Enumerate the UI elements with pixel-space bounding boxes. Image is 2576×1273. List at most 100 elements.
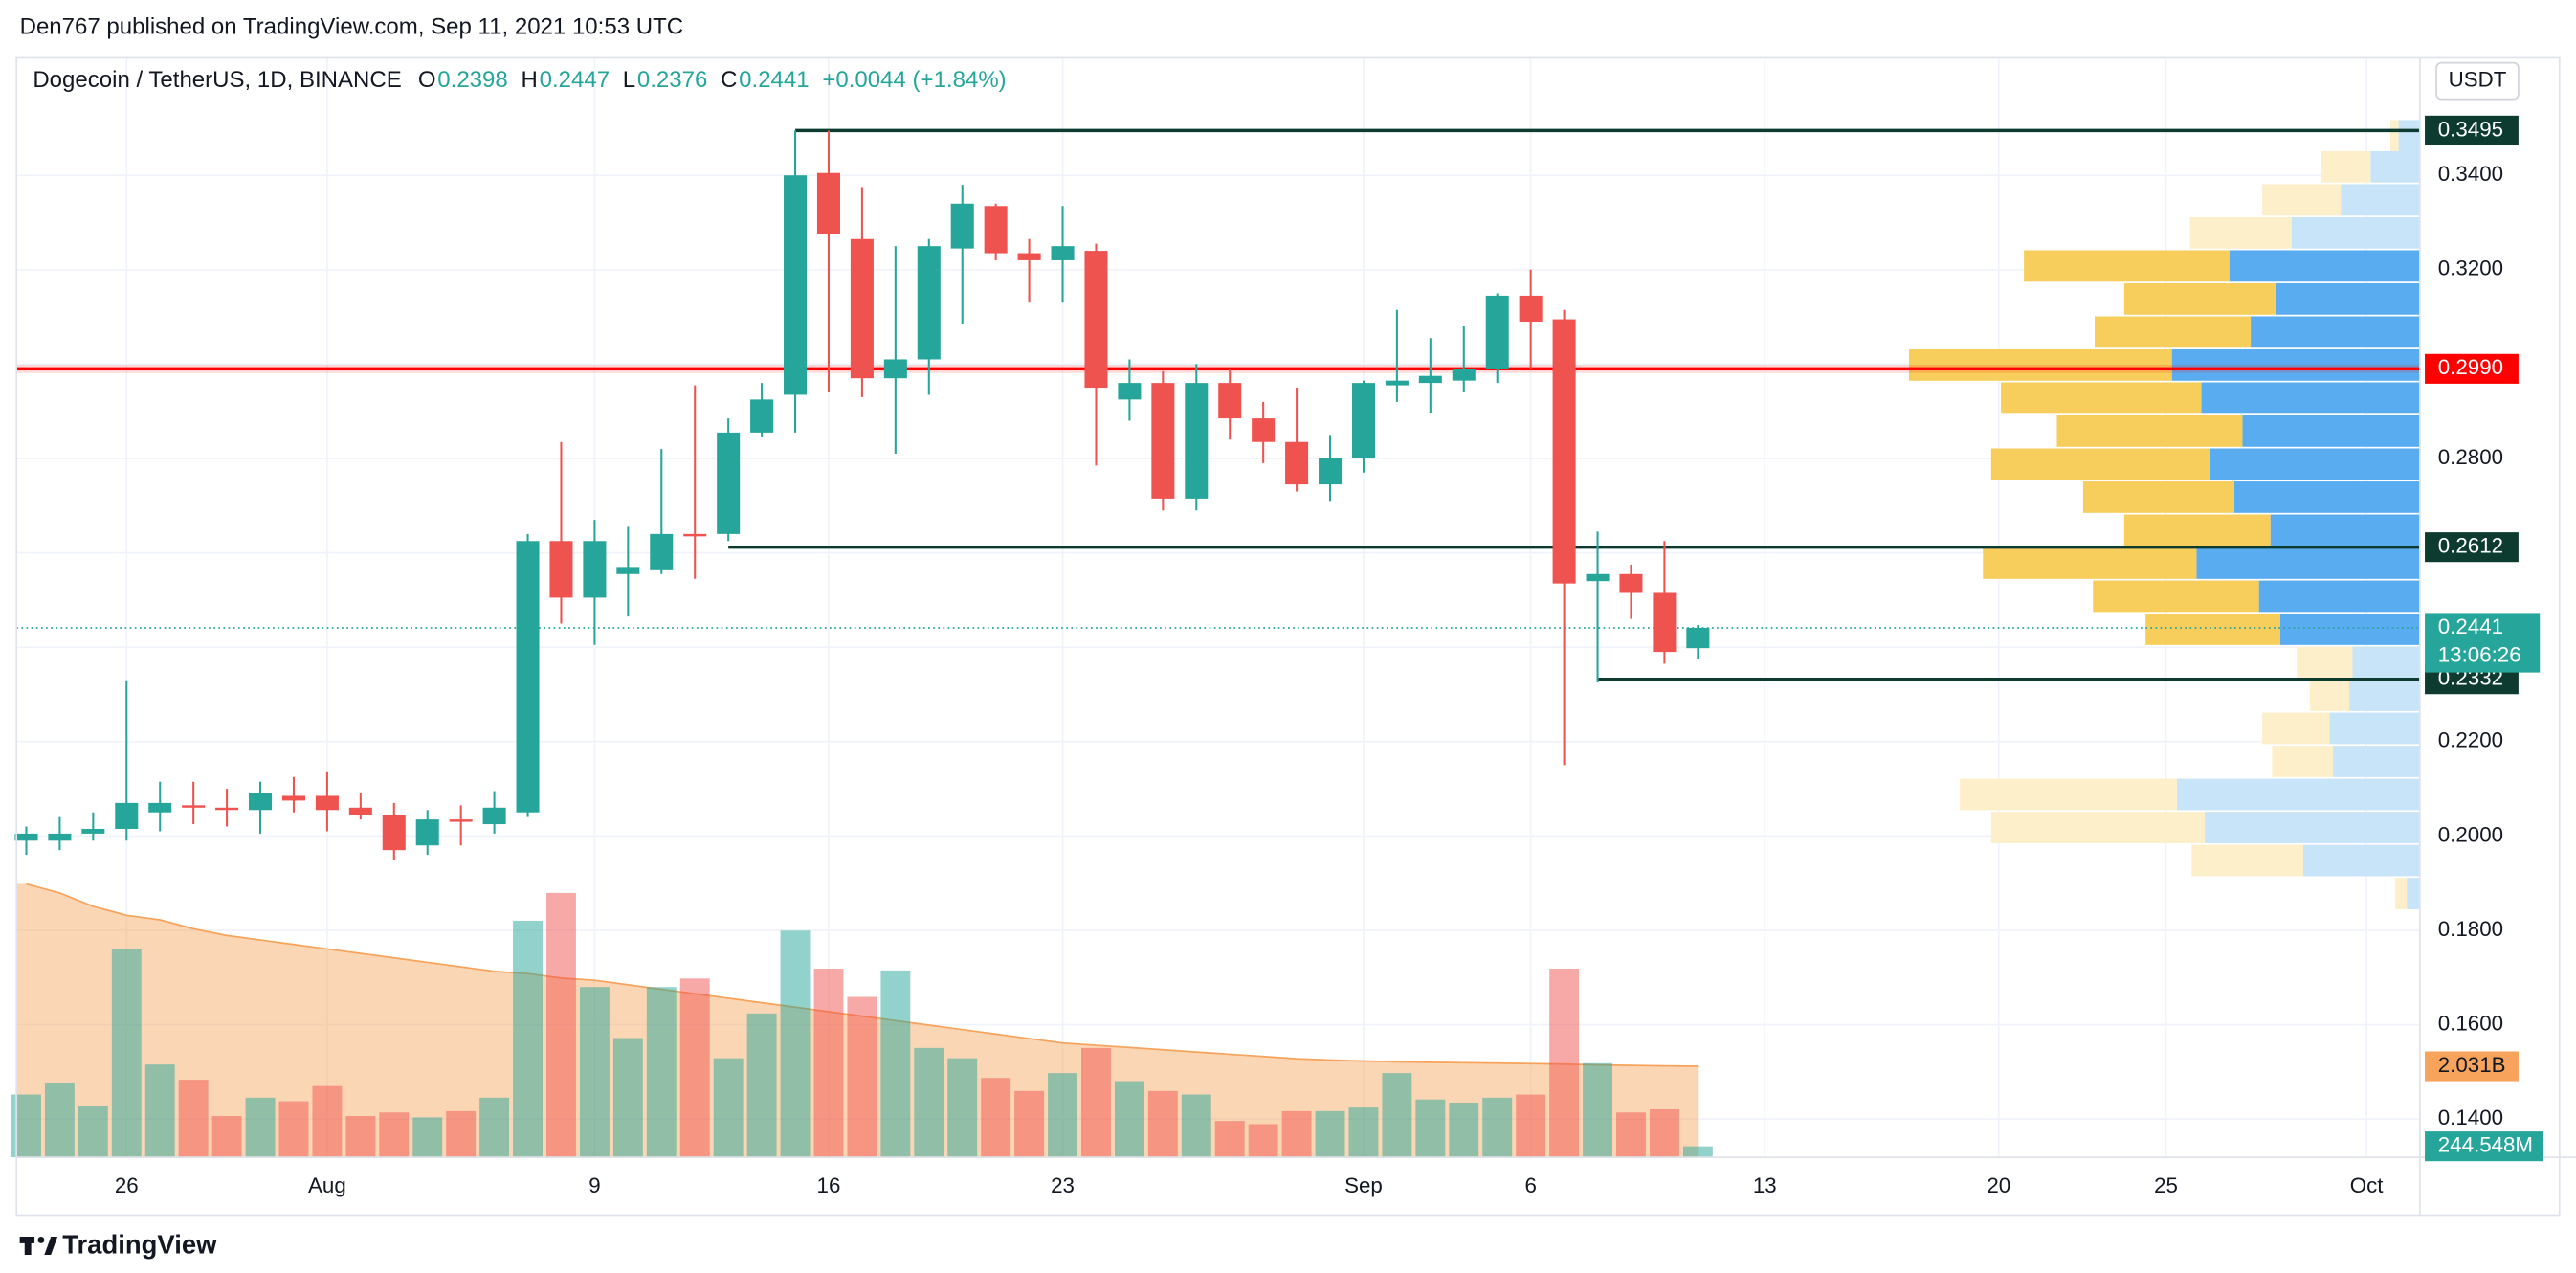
ohlc-value: 0.2447 [540, 67, 610, 93]
volume-bar [1616, 1112, 1646, 1158]
profile-up [2275, 282, 2420, 315]
candle-body [883, 359, 907, 379]
frame [15, 56, 2561, 1217]
profile-down [2145, 614, 2280, 645]
profile-up [2352, 646, 2420, 679]
candle-body [14, 833, 38, 841]
volume-bar [914, 1047, 944, 1158]
profile-up [2229, 250, 2420, 282]
logo-part [24, 1237, 32, 1255]
candle-body [1218, 383, 1242, 419]
x-tick-label: 26 [115, 1173, 139, 1197]
volume-bar [679, 978, 710, 1158]
candle-body [784, 175, 808, 395]
volume-bar [1181, 1094, 1211, 1158]
profile-up [2201, 382, 2420, 414]
profile-down [2272, 746, 2333, 777]
candle-body [583, 541, 607, 598]
x-tick-label: 9 [588, 1173, 600, 1197]
candle-body [1586, 573, 1610, 582]
volume-bar [1516, 1094, 1546, 1158]
candle-body [1552, 319, 1576, 584]
profile-up [2176, 778, 2420, 811]
volume-bar [312, 1085, 343, 1158]
brand-logo [19, 1237, 58, 1255]
y-tick-label: 0.2000 [2438, 822, 2503, 846]
profile-up [2270, 514, 2420, 547]
profile-down [2321, 150, 2371, 183]
volume-bar [144, 1064, 175, 1158]
profile-down [1990, 812, 2205, 843]
profile-down [2082, 481, 2234, 513]
profile-down [2094, 316, 2252, 348]
candle-body [48, 833, 72, 841]
candles [14, 130, 1710, 860]
volume-bar [1315, 1110, 1345, 1158]
candle-body [1084, 251, 1108, 389]
candle-body [1686, 627, 1710, 649]
x-tick-label: 6 [1524, 1173, 1536, 1197]
profile-up [2349, 680, 2420, 711]
volume-bar [1281, 1110, 1312, 1158]
candle-body [1017, 253, 1041, 260]
volume-bar [513, 920, 543, 1158]
volume-bar [278, 1101, 309, 1158]
candle-body [1619, 573, 1643, 593]
x-tick-label: 23 [1051, 1173, 1075, 1197]
volume-bar [880, 970, 911, 1158]
countdown: 13:06:26 [2438, 642, 2521, 666]
x-tick-label: Sep [1344, 1173, 1383, 1197]
volume-bar [1348, 1107, 1379, 1158]
profile-down [1960, 778, 2177, 811]
volume-profile [1908, 120, 2420, 909]
volume-bar [1382, 1073, 1412, 1158]
volume-bar [1649, 1109, 1679, 1158]
profile-up [2303, 844, 2420, 877]
volume-bar [847, 996, 877, 1158]
publisher: Den767 published on TradingView.com, Sep… [20, 14, 684, 40]
volume-bar [245, 1097, 276, 1158]
volume-label: 244.548M [2438, 1133, 2533, 1157]
currency-button[interactable] [2435, 61, 2520, 100]
candle-body [616, 567, 640, 574]
profile-down [2024, 250, 2230, 282]
volume-ma-box [2425, 1051, 2519, 1082]
currency[interactable]: USDT [2449, 67, 2507, 91]
volume-pane [11, 882, 1713, 1158]
candle-body [1653, 592, 1677, 653]
volume-bar [379, 1112, 410, 1158]
profile-down [2093, 580, 2259, 613]
candle-body [750, 399, 774, 433]
volume-box [2425, 1131, 2543, 1162]
level-label: 0.2990 [2438, 355, 2503, 379]
axes: 0.14000.16000.18000.20000.22000.24000.26… [115, 115, 2543, 1197]
volume-bar [1048, 1073, 1077, 1158]
y-tick-label: 0.1800 [2438, 917, 2503, 941]
profile-down [2123, 282, 2276, 315]
candle-body [1385, 380, 1409, 386]
volume-bar [612, 1038, 643, 1158]
profile-down [1990, 448, 2210, 480]
volume-bar [1214, 1121, 1245, 1158]
candle-body [249, 793, 273, 811]
y-tick-label: 0.3400 [2438, 162, 2503, 186]
profile-down [2395, 878, 2408, 909]
volume-bar [345, 1116, 376, 1158]
volume-bar [211, 1116, 242, 1158]
volume-bar [412, 1117, 443, 1158]
candle-body [1285, 441, 1309, 485]
volume-bar [813, 969, 844, 1158]
volume-ma-label: 2.031B [2438, 1053, 2506, 1077]
candle-body [148, 802, 172, 813]
volume-bar [1081, 1047, 1111, 1158]
ohlc-letter: O [418, 67, 436, 93]
volume-bar [111, 949, 142, 1158]
candle-body [1051, 246, 1075, 260]
candle-body [1151, 383, 1175, 499]
candle-body [917, 246, 941, 360]
candle-body [1452, 368, 1476, 381]
ohlc-letter: H [522, 67, 538, 93]
volume-bar [1248, 1124, 1278, 1158]
candle-body [816, 172, 840, 234]
y-tick-label: 0.2800 [2438, 445, 2503, 469]
